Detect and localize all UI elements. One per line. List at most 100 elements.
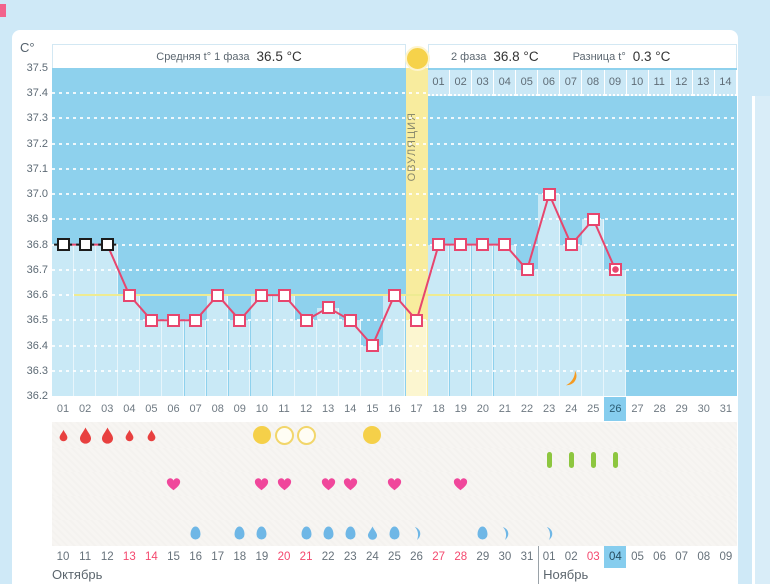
temp-marker-day-6[interactable]: [167, 313, 181, 327]
cycle-day-cell[interactable]: 06: [167, 403, 180, 415]
cycle-day-cell[interactable]: 02: [79, 403, 92, 415]
calendar-date-cell[interactable]: 23: [343, 551, 357, 563]
calendar-date-cell[interactable]: 28: [454, 551, 468, 563]
calendar-date-cell[interactable]: 17: [211, 551, 225, 563]
temp-marker-day-21[interactable]: [498, 238, 512, 252]
day-temp-bar[interactable]: [449, 244, 472, 396]
temp-marker-day-23[interactable]: [542, 187, 556, 201]
calendar-date-cell[interactable]: 12: [100, 551, 114, 563]
day-temp-bar[interactable]: [383, 295, 406, 396]
cycle-day-cell[interactable]: 24: [565, 403, 578, 415]
temperature-plot[interactable]: ОВУЛЯЦИЯ: [52, 68, 737, 396]
day-temp-bar[interactable]: [162, 320, 185, 396]
cycle-day-cell[interactable]: 19: [454, 403, 467, 415]
temp-marker-day-26[interactable]: [608, 263, 622, 277]
day-temp-bar[interactable]: [96, 244, 118, 396]
calendar-date-cell[interactable]: 06: [653, 551, 666, 563]
calendar-date-cell[interactable]: 03: [586, 551, 600, 563]
calendar-date-cell[interactable]: 25: [388, 551, 401, 563]
temp-marker-day-8[interactable]: [211, 288, 225, 302]
calendar-date-cell[interactable]: 04: [604, 546, 627, 568]
day-temp-bar[interactable]: [405, 320, 428, 396]
temp-marker-day-5[interactable]: [144, 313, 158, 327]
day-temp-bar[interactable]: [560, 244, 582, 396]
temp-marker-day-11[interactable]: [277, 288, 291, 302]
calendar-date-cell[interactable]: 02: [564, 551, 578, 563]
cycle-day-cell[interactable]: 09: [233, 403, 246, 415]
temp-marker-day-13[interactable]: [321, 301, 335, 315]
cycle-day-cell[interactable]: 17: [410, 403, 423, 415]
day-temp-bar[interactable]: [604, 269, 626, 396]
day-temp-bar[interactable]: [74, 244, 96, 396]
cycle-day-cell[interactable]: 28: [653, 403, 666, 415]
calendar-date-cell[interactable]: 08: [697, 551, 711, 563]
calendar-date-cell[interactable]: 05: [631, 551, 644, 563]
cycle-day-cell[interactable]: 29: [675, 403, 688, 415]
day-temp-bar[interactable]: [317, 307, 339, 396]
cycle-day-cell[interactable]: 07: [189, 403, 202, 415]
calendar-date-cell[interactable]: 15: [167, 551, 180, 563]
cycle-day-cell[interactable]: 12: [299, 403, 313, 415]
temp-marker-day-18[interactable]: [432, 238, 446, 252]
temp-marker-day-1[interactable]: [56, 238, 70, 252]
cycle-day-cell[interactable]: 31: [719, 403, 732, 415]
cycle-day-cell[interactable]: 14: [344, 403, 357, 415]
calendar-date-cell[interactable]: 19: [255, 551, 269, 563]
day-temp-bar[interactable]: [339, 320, 361, 396]
temp-marker-day-25[interactable]: [586, 212, 600, 226]
calendar-date-cell[interactable]: 18: [233, 551, 247, 563]
day-temp-bar[interactable]: [228, 320, 251, 396]
calendar-date-cell[interactable]: 30: [498, 551, 512, 563]
temp-marker-day-10[interactable]: [255, 288, 269, 302]
cycle-day-cell[interactable]: 26: [604, 397, 627, 421]
temp-marker-day-9[interactable]: [233, 313, 247, 327]
calendar-date-cell[interactable]: 14: [145, 551, 158, 563]
calendar-date-cell[interactable]: 01: [542, 551, 556, 563]
cycle-day-cell[interactable]: 20: [476, 403, 489, 415]
cycle-day-cell[interactable]: 13: [322, 403, 335, 415]
cycle-day-cell[interactable]: 05: [145, 403, 158, 415]
day-temp-bar[interactable]: [516, 269, 538, 396]
day-temp-bar[interactable]: [118, 295, 140, 396]
day-temp-bar[interactable]: [427, 244, 450, 396]
temp-marker-day-17[interactable]: [410, 313, 424, 327]
calendar-date-cell[interactable]: 07: [675, 551, 689, 563]
calendar-date-cell[interactable]: 21: [299, 551, 313, 563]
cycle-day-cell[interactable]: 11: [278, 403, 290, 415]
temp-marker-day-20[interactable]: [476, 238, 490, 252]
cycle-day-cell[interactable]: 16: [388, 403, 401, 415]
cycle-day-cell[interactable]: 15: [366, 403, 379, 415]
temp-marker-day-24[interactable]: [564, 238, 578, 252]
calendar-date-cell[interactable]: 09: [719, 551, 733, 563]
cycle-day-cell[interactable]: 08: [211, 403, 224, 415]
cycle-day-cell[interactable]: 30: [697, 403, 710, 415]
cycle-day-cell[interactable]: 27: [631, 403, 644, 415]
temp-marker-day-2[interactable]: [78, 238, 92, 252]
calendar-date-cell[interactable]: 13: [122, 551, 136, 563]
cycle-day-cell[interactable]: 25: [587, 403, 600, 415]
day-temp-bar[interactable]: [250, 295, 273, 396]
temp-marker-day-14[interactable]: [343, 313, 357, 327]
temp-marker-day-12[interactable]: [299, 313, 313, 327]
cycle-day-cell[interactable]: 03: [101, 403, 114, 415]
temp-marker-day-16[interactable]: [388, 288, 401, 302]
day-temp-bar[interactable]: [184, 320, 207, 396]
cycle-day-cell[interactable]: 18: [432, 403, 445, 415]
calendar-date-cell[interactable]: 31: [520, 551, 534, 563]
temp-marker-day-7[interactable]: [189, 313, 203, 327]
temp-marker-day-15[interactable]: [365, 339, 379, 353]
day-temp-bar[interactable]: [582, 219, 604, 396]
cycle-day-cell[interactable]: 22: [520, 403, 534, 415]
cycle-day-cell[interactable]: 21: [498, 403, 512, 415]
cycle-day-cell[interactable]: 04: [123, 403, 136, 415]
cycle-day-cell[interactable]: 10: [255, 403, 269, 415]
day-temp-bar[interactable]: [471, 244, 494, 396]
day-temp-bar[interactable]: [52, 244, 74, 396]
calendar-date-cell[interactable]: 24: [365, 551, 379, 563]
temp-marker-day-4[interactable]: [122, 288, 136, 302]
calendar-date-cell[interactable]: 16: [189, 551, 202, 563]
calendar-date-cell[interactable]: 26: [410, 551, 423, 563]
temp-marker-day-19[interactable]: [454, 238, 468, 252]
temp-marker-day-3[interactable]: [100, 238, 114, 252]
day-temp-bar[interactable]: [361, 345, 383, 396]
